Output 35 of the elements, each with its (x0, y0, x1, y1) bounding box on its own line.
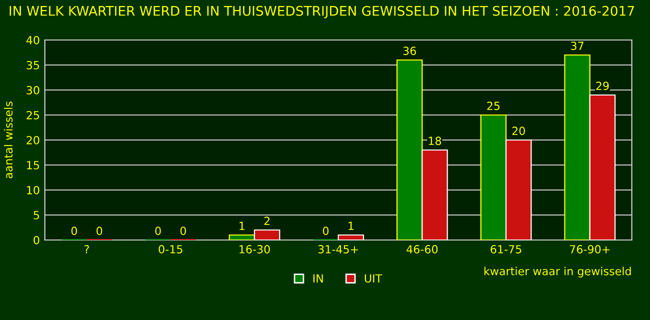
x-axis-title: kwartier waar in gewisseld (484, 266, 631, 278)
x-tick-label: 76-90+ (570, 245, 610, 254)
data-label: 37 (571, 42, 584, 50)
x-tick-label: 46-60 (406, 245, 438, 254)
data-label: 18 (428, 136, 442, 146)
x-tick-label: 0-15 (158, 245, 182, 254)
data-label: 1 (348, 222, 354, 230)
data-label: 25 (487, 102, 500, 110)
legend-label: UIT (364, 274, 382, 283)
y-tick-label: 15 (27, 161, 40, 170)
y-axis-title: aantal wissels (4, 102, 13, 178)
y-tick-label: 0 (34, 236, 40, 244)
y-tick-label: 20 (26, 136, 40, 144)
x-tick-label: ? (84, 245, 89, 254)
data-label: 36 (403, 46, 416, 56)
data-label: 1 (240, 222, 244, 230)
chart-title: IN WELK KWARTIER WERD ER IN THUISWEDSTRIJDEN GEWISSELD IN HET SEIZOEN : 2016-2017 (10, 6, 634, 18)
legend-label: IN (313, 274, 323, 282)
x-tick-label: 16-30 (240, 245, 270, 254)
data-label: 0 (96, 226, 102, 236)
y-tick-label: 30 (26, 86, 40, 94)
data-label: 0 (180, 226, 186, 236)
data-label: 2 (264, 216, 270, 225)
data-label: 0 (155, 226, 161, 236)
data-label: 29 (596, 82, 609, 90)
data-label: 0 (322, 226, 329, 236)
y-tick-label: 25 (26, 110, 40, 120)
y-tick-label: 10 (27, 186, 40, 194)
x-tick-label: 31-45+ (318, 245, 358, 254)
data-label: 0 (71, 226, 77, 236)
y-tick-label: 5 (34, 211, 40, 220)
y-tick-label: 35 (26, 60, 40, 70)
y-tick-label: 40 (26, 36, 40, 44)
data-label: 20 (512, 126, 525, 136)
x-tick-label: 61-75 (490, 245, 522, 254)
